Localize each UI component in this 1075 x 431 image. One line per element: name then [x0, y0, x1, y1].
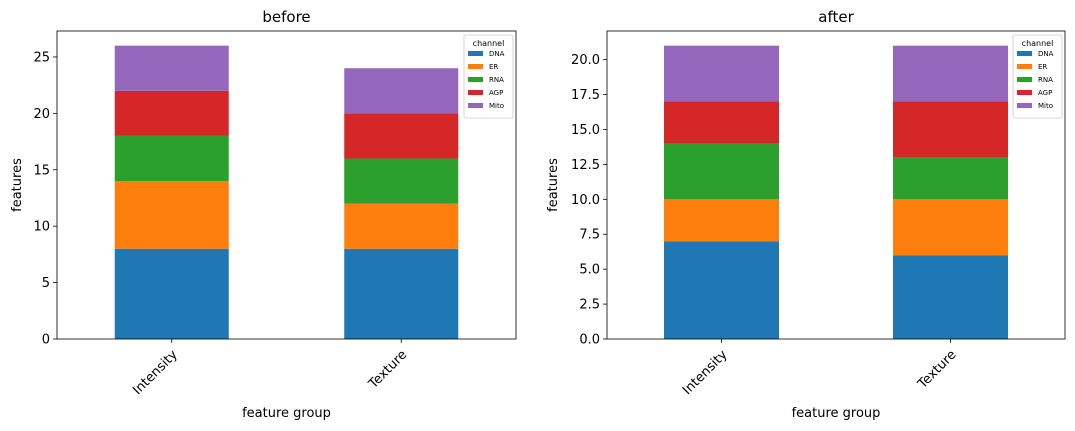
bars-group: [114, 45, 459, 339]
legend-label-agp: AGP: [1038, 89, 1052, 97]
bar-agp-texture: [893, 101, 1008, 158]
legend-swatch-dna: [468, 51, 483, 56]
bar-mito-texture: [893, 45, 1008, 102]
y-axis-label: features: [546, 158, 561, 212]
bar-rna-intensity: [114, 135, 229, 182]
legend-label-mito: Mito: [489, 102, 504, 110]
bar-mito-intensity: [664, 45, 779, 102]
y-tick-label: 7.5: [579, 228, 600, 243]
bar-rna-intensity: [664, 143, 779, 200]
y-tick-label: 25: [33, 50, 50, 65]
bar-mito-intensity: [114, 45, 229, 91]
bar-agp-intensity: [664, 101, 779, 144]
y-tick-label: 17.5: [571, 88, 600, 103]
legend-title: channel: [1022, 39, 1054, 48]
bar-er-texture: [344, 203, 459, 249]
bar-agp-texture: [344, 113, 459, 159]
legend-label-er: ER: [489, 63, 498, 71]
legend-items: DNA ER RNA AGP Mito: [1017, 50, 1054, 110]
bar-er-intensity: [664, 199, 779, 242]
legend-label-mito: Mito: [1038, 102, 1053, 110]
legend-swatch-dna: [1017, 51, 1032, 56]
chart-title: before: [262, 8, 310, 26]
axes-frame: [56, 30, 517, 340]
y-tick-label: 0.0: [579, 333, 600, 348]
y-tick-label: 15.0: [571, 123, 600, 138]
bar-rna-texture: [344, 158, 459, 204]
y-axis-label: features: [10, 158, 25, 212]
legend-swatch-mito: [1017, 103, 1032, 108]
y-tick-label: 5.0: [579, 263, 600, 278]
bar-er-intensity: [114, 181, 229, 249]
legend-label-dna: DNA: [489, 50, 505, 58]
bar-dna-intensity: [114, 248, 229, 339]
axes-frame: [606, 30, 1066, 340]
y-tick-label: 10: [33, 220, 50, 235]
legend-label-rna: RNA: [1038, 76, 1053, 84]
legend: channel DNA ER RNA AGP Mito: [463, 34, 514, 119]
bar-dna-texture: [344, 248, 459, 339]
bar-er-texture: [893, 199, 1008, 256]
bar-dna-intensity: [664, 241, 779, 339]
bar-rna-texture: [893, 157, 1008, 200]
chart-panel-after: after 0.02.55.07.510.012.515.017.520.0 I…: [546, 8, 1066, 421]
legend-swatch-mito: [468, 103, 483, 108]
y-tick-label: 10.0: [571, 193, 600, 208]
y-axis: 0 5 10 15 20 25: [33, 50, 57, 348]
legend-label-dna: DNA: [1038, 50, 1054, 58]
legend-swatch-er: [468, 64, 483, 69]
y-tick-label: 20.0: [571, 53, 600, 68]
bars-group: [664, 45, 1008, 339]
y-tick-label: 5: [42, 276, 50, 291]
legend-swatch-rna: [468, 77, 483, 82]
y-tick-label: 20: [33, 107, 50, 122]
legend: channel DNA ER RNA AGP Mito: [1012, 34, 1063, 119]
legend-label-agp: AGP: [489, 89, 503, 97]
x-axis-label: feature group: [792, 406, 881, 421]
legend-title: channel: [473, 39, 505, 48]
legend-items: DNA ER RNA AGP Mito: [468, 50, 505, 110]
legend-swatch-rna: [1017, 77, 1032, 82]
chart-title: after: [818, 8, 854, 26]
bar-mito-texture: [344, 68, 459, 114]
x-axis-label: feature group: [242, 406, 331, 421]
y-tick-label: 2.5: [579, 298, 600, 313]
y-tick-label: 0: [42, 333, 50, 348]
y-tick-label: 15: [33, 163, 50, 178]
y-axis: 0.0 2.5 5.0 7.5 10.0 12.5 15.0 17.5 20.0: [571, 53, 607, 348]
legend-label-er: ER: [1038, 63, 1047, 71]
bar-agp-intensity: [114, 90, 229, 136]
y-tick-label: 12.5: [571, 158, 600, 173]
legend-swatch-agp: [468, 90, 483, 95]
bar-dna-texture: [893, 255, 1008, 339]
legend-swatch-er: [1017, 64, 1032, 69]
legend-swatch-agp: [1017, 90, 1032, 95]
legend-label-rna: RNA: [489, 76, 504, 84]
